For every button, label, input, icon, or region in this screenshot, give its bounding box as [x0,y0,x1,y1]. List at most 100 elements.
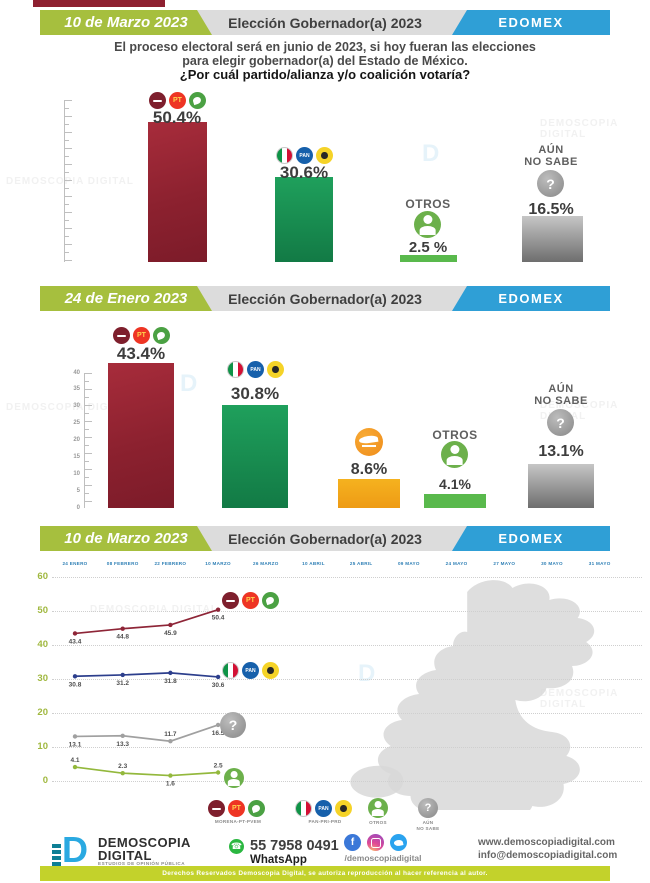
instagram-icon [367,834,384,851]
section3-header: Elección Gobernador(a) 2023 10 de Marzo … [40,526,610,551]
question-line1: El proceso electoral será en junio de 20… [114,40,536,54]
svg-text:50.4: 50.4 [212,615,225,622]
bar-morena-marzo [148,122,207,262]
movimiento-ciudadano-icon [355,428,383,456]
chart1-value-pri: 30.6% [279,163,329,182]
question-line3: ¿Por cuál partido/alianza y/o coalición … [179,67,471,82]
website-url: www.demoscopiadigital.com [478,837,615,848]
section2-date-badge: 24 de Enero 2023 [40,286,212,311]
bar-mc-enero [338,479,400,508]
question-line2: para elegir gobernador(a) del Estado de … [182,54,468,68]
svg-text:2.5: 2.5 [214,763,223,770]
chart1-aun-label: AÚN [538,144,564,156]
chart1-coalition2-icons [276,147,333,164]
pvem-icon [153,327,170,344]
svg-text:44.8: 44.8 [116,634,129,641]
bar-pri-enero [222,405,288,508]
trend-line-chart: 24 ENERO 08 FEBRERO 22 FEBRERO 10 MARZO 26 M… [0,558,650,810]
section2-region-badge: EDOMEX [452,286,610,311]
watermark: DEMOSCOPIA DIGITAL [6,402,134,413]
pvem-icon [189,92,206,109]
legend-nosabe-label-2: NO SABE [416,826,440,831]
legend-otros-label: OTROS [369,820,387,825]
chart2-nosabe-label: NO SABE [534,395,588,407]
chart1-value-otros: 2.5 % [408,239,448,256]
svg-text:31.8: 31.8 [164,678,177,685]
chart1-bars [0,95,650,262]
pri-icon [227,361,244,378]
legend-morena-label: MORENA-PT-PVEM [214,819,262,824]
question-mark-icon [547,409,574,436]
watermark-logo: D [422,140,440,167]
section2-header: Elección Gobernador(a) 2023 24 de Enero … [40,286,610,311]
chart1-nosabe-label: NO SABE [524,156,578,168]
twitter-icon [390,834,407,851]
bar-nosabe-enero [528,464,594,508]
svg-text:45.9: 45.9 [164,630,177,637]
brand-logo-squares [52,844,61,866]
question-mark-icon [537,170,564,197]
watermark-logo: D [358,660,376,687]
pt-icon [169,92,186,109]
legend-pri-label: PAN-PRI-PRD [308,819,342,824]
pri-icon [222,662,239,679]
chart1-value-nosabe: 16.5% [528,201,574,218]
svg-text:13.1: 13.1 [69,741,82,748]
social-handle: /demoscopiadigital [344,853,422,863]
legend-nosabe-label-1: AÚN [422,820,434,825]
question-mark-icon [220,712,246,738]
morena-icon [222,592,239,609]
legend-morena-icons [208,800,265,817]
section1-header: Elección Gobernador(a) 2023 10 de Marzo … [40,10,610,35]
top-red-strip [33,0,165,7]
pri-icon [295,800,312,817]
pan-icon [315,800,332,817]
otros-person-icon [368,798,388,818]
facebook-icon: f [344,834,361,851]
chart2-value-mc: 8.6% [350,461,388,478]
section1-date-badge: 10 de Marzo 2023 [40,10,212,35]
pri-icon [276,147,293,164]
prd-icon [335,800,352,817]
svg-text:30.6: 30.6 [212,682,225,689]
morena-icon [149,92,166,109]
chart2-value-nosabe: 13.1% [538,443,584,460]
brand-logo-d: D [62,829,88,870]
prd-icon [262,662,279,679]
pt-icon [228,800,245,817]
brand-tagline: ESTUDIOS DE OPINIÓN PÚBLICA [98,861,186,866]
svg-text:31.2: 31.2 [116,680,129,687]
chart2-bars [0,340,650,508]
svg-text:4.1: 4.1 [70,757,79,764]
pt-icon [242,592,259,609]
copyright-text: Derechos Reservados Demoscopia Digital, … [162,870,488,877]
line-chart-grid: 24 ENERO 08 FEBRERO 22 FEBRERO 10 MARZO 26 M… [0,558,650,810]
svg-text:2.3: 2.3 [118,763,127,770]
svg-text:16.5: 16.5 [212,730,225,737]
morena-icon [113,327,130,344]
bar-nosabe-marzo [522,216,583,262]
chart2-y-axis-ticks: 40 35 30 25 20 15 10 5 0 [73,369,80,511]
chart1-otros-label: OTROS [405,197,451,211]
svg-text:13.3: 13.3 [116,741,129,748]
chart2-value-morena: 43.4% [116,344,166,363]
pvem-icon [248,800,265,817]
pan-icon [242,662,259,679]
section3-date-badge: 10 de Marzo 2023 [40,526,212,551]
watermark: DEMOSCOPIA DIGITAL [540,118,618,140]
bar-otros-enero [424,494,486,508]
prd-icon [267,361,284,378]
whatsapp-icon: ☎ [229,839,244,854]
otros-person-icon [441,441,468,468]
bar-morena-enero [108,363,174,508]
bar-pri-marzo [275,177,333,262]
chart1-value-morena: 50.4% [152,108,202,127]
chart2-value-otros: 4.1% [439,476,471,492]
watermark-logo: D [180,370,198,397]
brand-name-line2: DIGITAL [98,848,152,863]
chart2-aun-label: AÚN [548,383,574,395]
whatsapp-label: WhatsApp [250,854,307,866]
pt-icon [133,327,150,344]
chart2-coalition1-icons [113,327,170,344]
svg-text:43.4: 43.4 [69,638,82,645]
